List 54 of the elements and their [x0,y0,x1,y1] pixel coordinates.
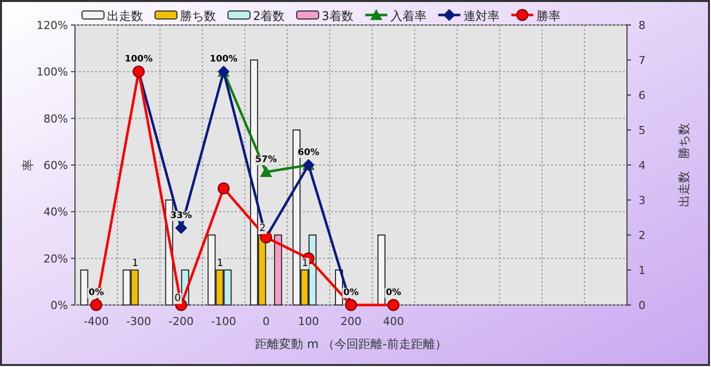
legend-label: 勝率 [536,9,560,23]
y-tick-label: 20% [44,252,68,266]
y2-tick-label: 8 [638,19,646,32]
annotation: 57% [255,155,277,165]
y2-tick-label: 3 [638,194,646,207]
x-tick-label: 400 [382,315,404,328]
y2-tick-label: 6 [638,89,646,102]
legend-label: 勝ち数 [180,9,216,23]
x-tick-label: -300 [126,315,152,328]
bar [377,234,386,306]
data-label: 1 [216,258,224,269]
annotation: 60% [298,148,320,158]
x-axis-title: 距離変動 m （今回距離-前走距離） [255,337,447,351]
x-tick-label: 0 [262,315,270,328]
legend-label: 出走数 [107,9,143,23]
y-tick-label: 40% [44,206,68,219]
y2-tick-label: 5 [638,124,646,137]
legend-label: 3着数 [322,9,354,23]
y-tick-label: 80% [44,112,68,126]
annotation: 100% [210,54,238,65]
bar [80,270,88,306]
y2-tick-label: 1 [638,264,646,277]
y2-tick-label: 7 [638,54,646,67]
x-tick-label: 100 [298,315,320,328]
point [218,182,230,194]
y2-tick-label: 2 [638,229,646,242]
annotation: 33% [170,211,192,221]
legend-label: 連対率 [463,9,500,23]
y-axis-title: 率 [21,159,35,171]
y-tick-label: 120% [36,19,68,32]
point [387,299,400,311]
y-tick-label: 100% [36,66,68,79]
legend-label: 2着数 [253,9,285,23]
legend-label: 入着率 [390,9,426,23]
y-tick-label: 0% [50,299,68,312]
y2-axis-title: 出走数 勝ち数 [677,123,691,207]
y-tick-label: 60% [44,159,68,172]
point [260,166,272,177]
annotation: 0% [386,288,402,298]
x-tick-label: 200 [340,315,362,328]
x-tick-label: -400 [84,315,109,328]
data-label: 0 [174,293,181,304]
point [90,299,102,311]
y2-tick-label: 4 [638,159,646,172]
data-label: 1 [132,258,138,269]
point [175,222,188,234]
annotation: 0% [343,288,359,298]
x-tick-label: -200 [168,315,194,328]
x-tick-label: -100 [211,315,236,328]
annotation: 100% [124,54,153,65]
y2-tick-label: 0 [638,299,646,312]
annotation: 0% [88,288,104,298]
data-label: 2 [259,223,266,234]
data-label: 1 [302,258,308,269]
